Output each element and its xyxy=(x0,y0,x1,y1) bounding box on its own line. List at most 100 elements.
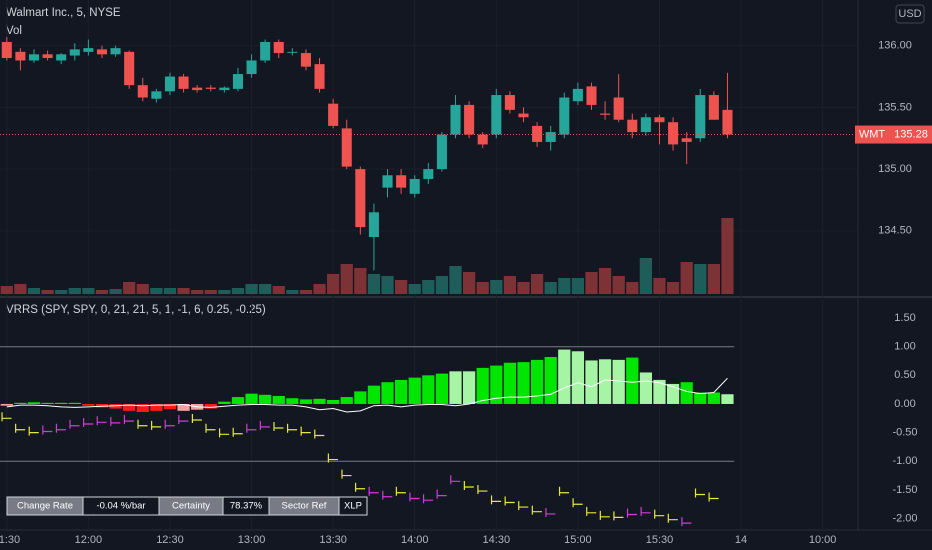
volume-bar xyxy=(286,290,299,294)
step-marker xyxy=(504,496,515,506)
histogram-bar xyxy=(490,365,503,404)
price-badge xyxy=(890,125,932,144)
histogram-bar xyxy=(218,401,231,404)
histogram-bar xyxy=(408,377,421,404)
histogram-bar xyxy=(55,402,68,404)
volume-bar xyxy=(503,276,517,294)
step-marker xyxy=(450,475,461,485)
volume-bar xyxy=(14,284,27,294)
candle-body xyxy=(232,74,243,89)
histogram-bar xyxy=(259,394,272,404)
candle-body xyxy=(409,178,420,194)
step-marker xyxy=(191,414,202,424)
candle-body xyxy=(681,138,692,142)
volume-bar xyxy=(0,286,13,294)
x-tick-label: 13:30 xyxy=(319,534,347,546)
histogram-bar xyxy=(109,403,122,409)
step-marker xyxy=(327,453,338,463)
step-marker xyxy=(96,416,107,426)
volume-bar xyxy=(55,290,68,294)
step-marker xyxy=(531,505,542,515)
histogram-bar xyxy=(680,382,693,404)
step-marker xyxy=(640,506,651,516)
x-tick-label: 14:30 xyxy=(483,534,511,546)
volume-bar xyxy=(530,274,544,294)
candle-body xyxy=(695,95,706,139)
y-tick-label: -0.50 xyxy=(892,427,917,439)
volume-bar xyxy=(707,264,720,294)
volume-bar xyxy=(299,290,313,294)
volume-bar xyxy=(327,274,340,294)
candle-body xyxy=(722,109,733,135)
candle-body xyxy=(83,48,94,52)
candle-body xyxy=(464,104,475,135)
y-tick-label: 0.50 xyxy=(894,369,915,381)
histogram-bar xyxy=(666,383,680,404)
volume-bar xyxy=(462,272,476,294)
x-tick-label: 11:30 xyxy=(0,534,20,546)
candle-body xyxy=(668,122,679,145)
candle-body xyxy=(491,95,502,135)
volume-bar xyxy=(340,264,353,294)
step-marker xyxy=(681,517,692,527)
volume-bar xyxy=(476,282,489,294)
currency[interactable]: USD xyxy=(898,8,921,20)
step-marker xyxy=(69,419,80,429)
candle-body xyxy=(708,95,719,120)
step-marker xyxy=(164,419,175,429)
candle-body xyxy=(436,134,447,170)
volume-bar xyxy=(272,286,285,294)
histogram-bar xyxy=(585,360,598,404)
candle-body xyxy=(164,76,175,92)
histogram-bar xyxy=(82,403,95,406)
volume-bar xyxy=(259,284,272,294)
step-marker xyxy=(436,489,447,499)
volume-bar xyxy=(68,288,81,294)
candle-body xyxy=(532,125,543,142)
candle-body xyxy=(178,76,189,89)
step-marker xyxy=(708,492,719,502)
info-label: Sector Ref xyxy=(282,501,327,512)
histogram-bar xyxy=(449,371,462,404)
step-marker xyxy=(490,495,502,505)
volume-bar xyxy=(694,264,707,294)
candle-body xyxy=(600,113,611,115)
candle-body xyxy=(341,128,352,167)
step-marker xyxy=(599,510,610,520)
volume-bar xyxy=(204,290,217,294)
y-tick-label: -1.00 xyxy=(892,455,917,467)
step-marker xyxy=(586,506,597,516)
info-value: XLP xyxy=(344,501,362,512)
rs-line xyxy=(6,377,728,413)
candle-body xyxy=(137,85,148,98)
histogram-bar xyxy=(598,359,612,404)
step-marker xyxy=(314,429,325,439)
step-marker xyxy=(15,423,26,433)
candle-body xyxy=(572,88,583,102)
volume-bar xyxy=(721,218,734,294)
y-tick-label: 135.50 xyxy=(878,101,912,113)
step-marker xyxy=(178,415,189,425)
volume-bar xyxy=(449,266,462,294)
y-tick-label: 1.50 xyxy=(894,312,915,324)
candle-body xyxy=(151,91,162,99)
volume-bar xyxy=(27,288,41,294)
candle-body xyxy=(219,87,230,91)
currency-box[interactable] xyxy=(895,4,925,24)
step-marker xyxy=(558,486,570,496)
candle-body xyxy=(504,95,515,110)
volume-bar xyxy=(422,280,435,294)
volume-bar xyxy=(435,276,449,294)
step-marker xyxy=(42,425,53,435)
candle-body xyxy=(28,54,40,61)
candle-body xyxy=(355,169,366,228)
histogram-bar xyxy=(544,357,557,404)
candle-body xyxy=(192,87,203,91)
histogram-bar xyxy=(354,391,367,404)
candle-body xyxy=(627,119,638,133)
x-tick-label: 15:00 xyxy=(564,534,592,546)
y-tick-label: -2.00 xyxy=(892,512,917,524)
volume-bar xyxy=(354,268,367,294)
histogram-bar xyxy=(503,362,517,404)
histogram-bar xyxy=(395,379,408,404)
